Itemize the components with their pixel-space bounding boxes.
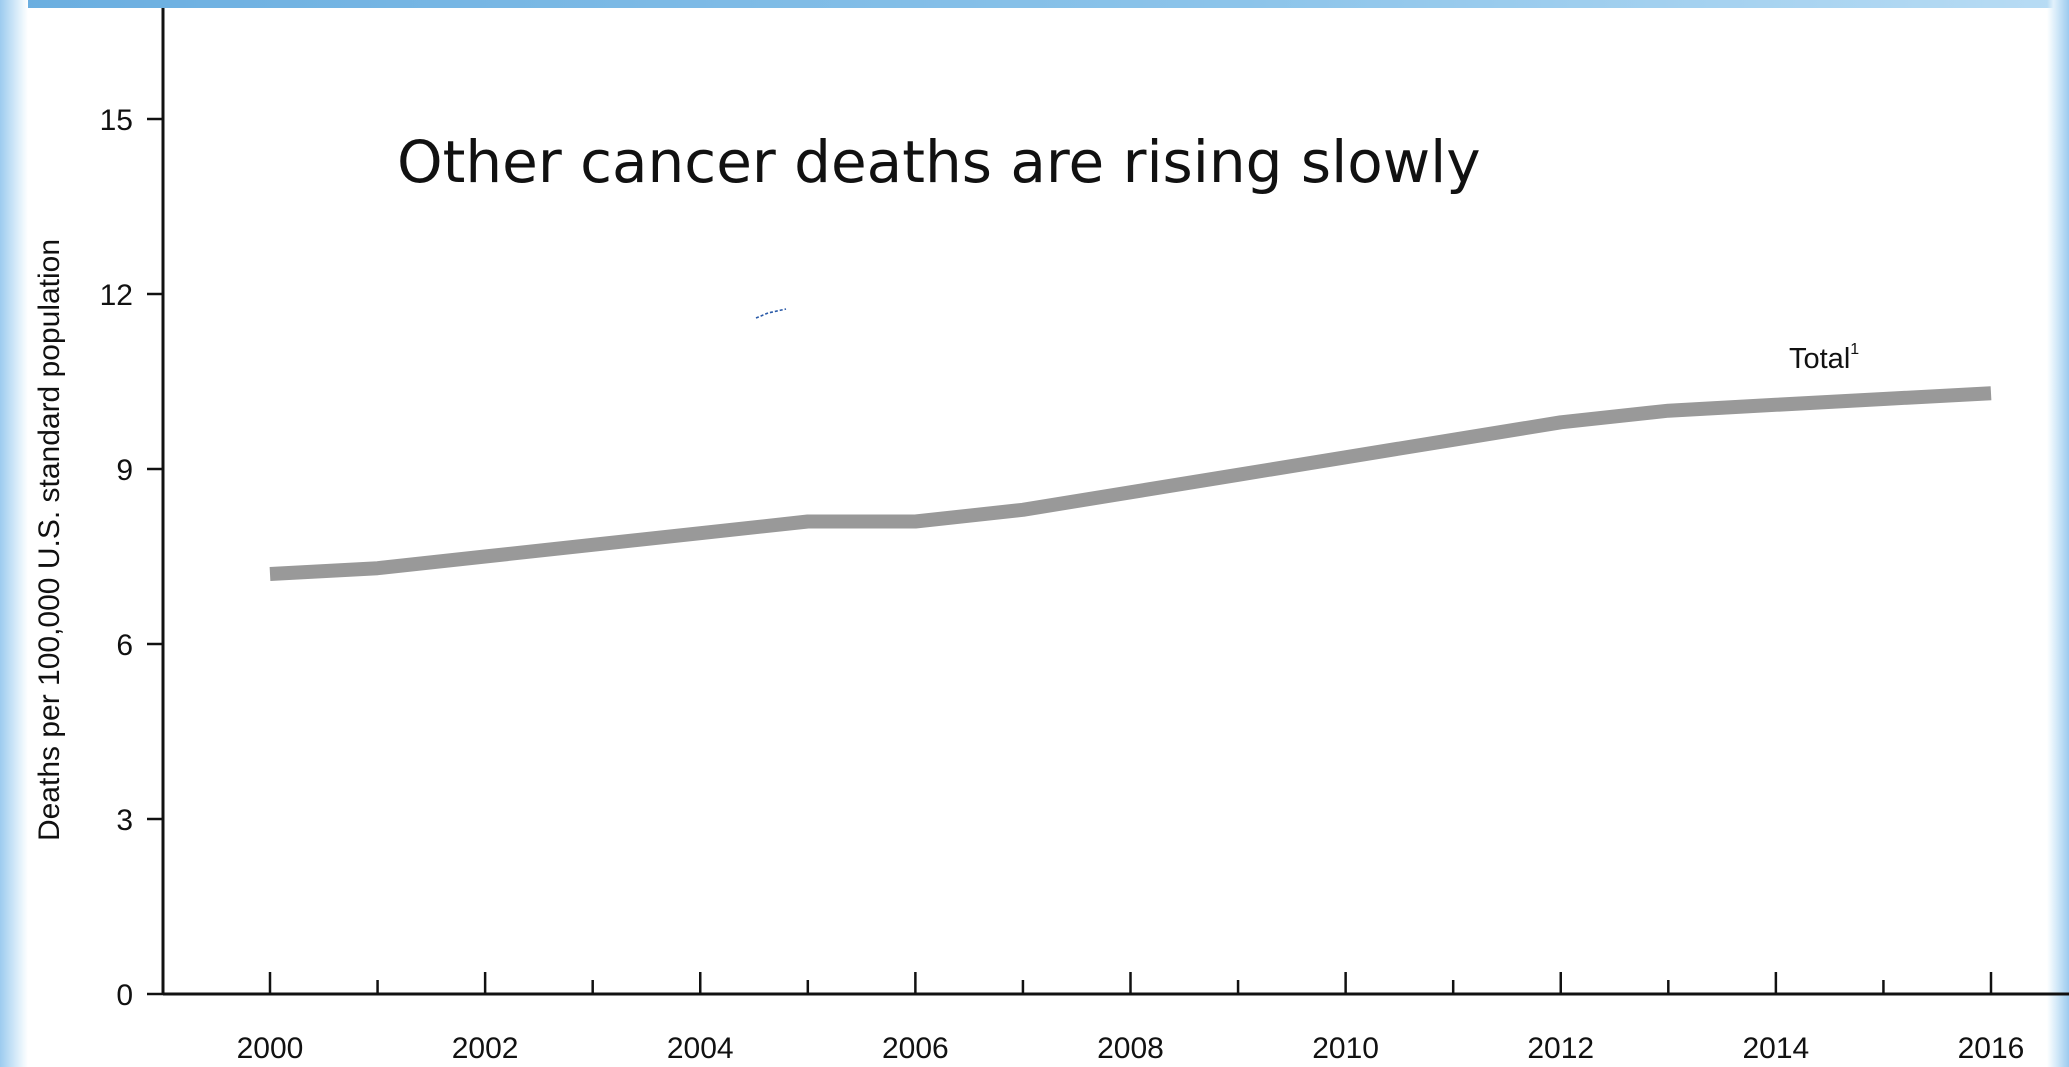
x-tick-label: 2006 <box>882 1032 949 1065</box>
slide-frame-left <box>0 0 28 1067</box>
y-tick-label: 12 <box>100 279 133 312</box>
x-tick-label: 2004 <box>667 1032 734 1065</box>
y-tick-label: 15 <box>100 104 133 137</box>
stray-mark <box>755 308 787 319</box>
y-tick-label: 3 <box>116 804 133 837</box>
chart-ticks: 0 3 6 9 12 15 2000 2002 2004 2006 2008 2010 2012 2014… <box>100 104 2025 1065</box>
slide-title: Other cancer deaths are rising slowly <box>397 128 1481 196</box>
x-tick-label: 2008 <box>1097 1032 1164 1065</box>
y-tick-label: 6 <box>116 629 133 662</box>
y-tick-label: 0 <box>116 979 133 1012</box>
x-tick-label: 2012 <box>1527 1032 1594 1065</box>
x-tick-label: 2016 <box>1958 1032 2025 1065</box>
chart-series <box>269 386 1992 581</box>
chart-axes <box>161 8 2069 996</box>
y-axis-label: Deaths per 100,000 U.S. standard populat… <box>33 238 66 842</box>
x-tick-label: 2010 <box>1312 1032 1379 1065</box>
slide-frame-right <box>2047 0 2069 1067</box>
series-name: Total <box>1789 343 1851 375</box>
slide-frame-top <box>0 0 2069 8</box>
x-tick-label: 2000 <box>237 1032 304 1065</box>
x-tick-label: 2014 <box>1743 1032 1810 1065</box>
series-line-total <box>269 386 1992 581</box>
series-label-total: Total1 <box>1789 341 1860 376</box>
x-tick-label: 2002 <box>452 1032 519 1065</box>
y-tick-label: 9 <box>116 454 133 487</box>
series-footnote-marker: 1 <box>1850 341 1860 358</box>
